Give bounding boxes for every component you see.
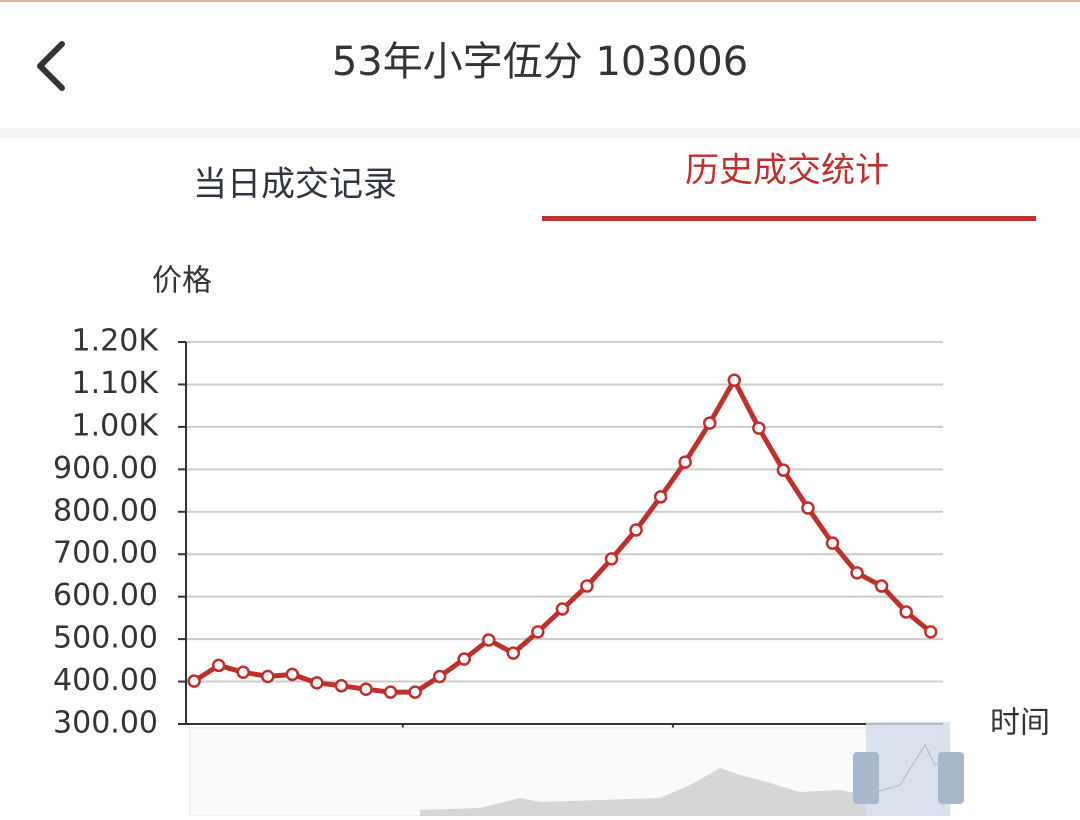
data-point <box>187 674 201 688</box>
y-tick-label: 800.00 <box>53 493 158 528</box>
y-tick-label: 300.00 <box>53 706 158 741</box>
x-axis-label: 时间 <box>990 706 1050 741</box>
slider-handle[interactable] <box>938 752 964 804</box>
tab-underline <box>542 216 1036 221</box>
slider-preview <box>420 768 866 816</box>
data-point <box>727 373 742 387</box>
slider-window[interactable] <box>866 722 950 816</box>
data-point <box>334 679 349 693</box>
data-point <box>555 602 570 616</box>
data-point <box>874 579 889 593</box>
data-point <box>359 682 373 696</box>
tab-active[interactable]: 历史成交统计 <box>685 151 889 191</box>
data-point <box>850 566 864 580</box>
data-point <box>776 463 791 477</box>
data-point <box>285 667 300 682</box>
zoom-slider[interactable] <box>189 722 964 817</box>
data-point <box>702 416 717 430</box>
slider-handle[interactable] <box>853 752 879 804</box>
separator <box>0 128 1080 138</box>
back-button[interactable] <box>37 41 65 91</box>
data-point <box>236 665 250 679</box>
y-tick-label: 1.00K <box>72 408 160 443</box>
page-title: 53年小字伍分 103006 <box>332 39 748 85</box>
data-point <box>506 646 521 660</box>
data-point <box>310 676 324 690</box>
y-tick-label: 900.00 <box>53 451 158 486</box>
top-edge <box>0 0 1080 2</box>
data-point <box>580 579 594 593</box>
data-point <box>801 501 815 515</box>
data-point <box>899 605 913 619</box>
data-point <box>408 685 422 699</box>
data-point <box>678 455 692 469</box>
data-point <box>383 685 398 699</box>
data-point <box>261 669 275 684</box>
data-point <box>432 669 447 684</box>
y-tick-label: 1.10K <box>72 366 160 401</box>
y-tick-label: 1.20K <box>72 324 160 359</box>
y-tick-label: 600.00 <box>53 578 158 613</box>
y-tick-label: 400.00 <box>53 663 158 698</box>
data-point <box>923 625 938 639</box>
data-point <box>825 536 840 550</box>
data-point <box>211 658 226 673</box>
y-tick-label: 700.00 <box>53 536 158 571</box>
data-point <box>531 625 545 639</box>
data-point <box>752 421 766 435</box>
y-axis-label: 价格 <box>152 264 212 299</box>
data-point <box>457 652 471 666</box>
data-point <box>653 490 668 504</box>
tab[interactable]: 当日成交记录 <box>193 165 397 205</box>
data-point <box>482 633 496 647</box>
data-point <box>604 552 619 566</box>
y-tick-label: 500.00 <box>53 621 158 656</box>
data-point <box>629 523 643 537</box>
